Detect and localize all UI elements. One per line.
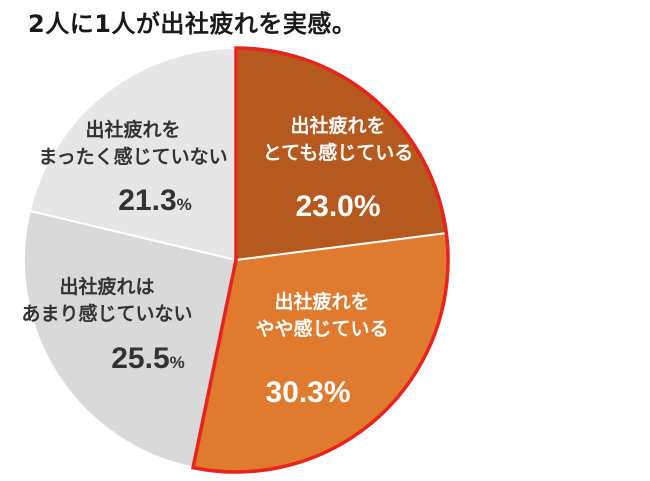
pie-slice-4 [28,46,237,262]
slice-4-label-line-1: 出社疲れを [85,118,180,141]
slice-4-unit: % [177,195,192,214]
slice-2-label-line-2: やや感じている [255,317,388,340]
slice-1-value: 23.0% [295,190,380,223]
slice-3-label-line-1: 出社疲れは [59,275,154,298]
slice-3-label-line-2: あまり感じていない [21,302,192,325]
slice-4-label-line-2: まったく感じていない [38,145,227,168]
slice-3-unit: % [170,353,185,372]
slice-1-label-line-1: 出社疲れを [290,114,385,137]
slice-2-value: 30.3% [265,376,350,409]
highlight-outline [190,46,450,474]
pie-slice-3 [23,209,238,469]
slice-2-label-line-1: 出社疲れを [274,290,369,313]
chart-title: 2人に1人が出社疲れを実感。 [28,10,357,38]
slice-1-label-line-2: とても感じている [263,141,413,164]
